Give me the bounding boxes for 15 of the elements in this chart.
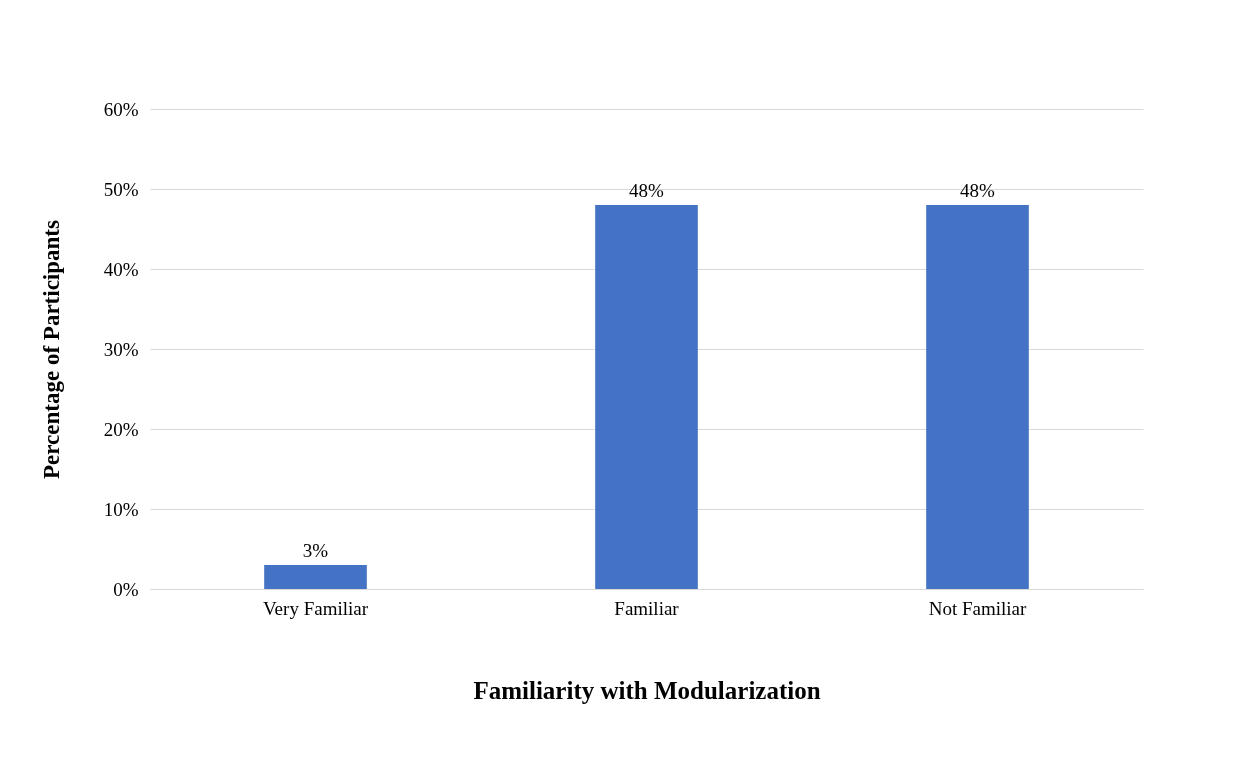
x-tick-label: Familiar <box>614 597 680 619</box>
y-axis-title: Percentage of Participants <box>38 220 64 479</box>
y-tick-label: 10% <box>103 498 139 520</box>
y-tick-label: 40% <box>103 258 139 280</box>
data-label: 48% <box>629 180 665 201</box>
y-tick-label: 30% <box>103 338 139 360</box>
y-tick-label: 60% <box>103 98 139 120</box>
data-label: 48% <box>960 180 996 201</box>
data-label: 3% <box>302 540 329 561</box>
x-tick-label: Not Familiar <box>928 597 1027 619</box>
y-tick-label: 0% <box>113 578 139 600</box>
y-tick-label: 50% <box>103 178 139 200</box>
x-axis-title: Familiarity with Modularization <box>473 676 821 704</box>
y-tick-label: 20% <box>103 418 139 440</box>
x-tick-label: Very Familiar <box>262 597 369 619</box>
